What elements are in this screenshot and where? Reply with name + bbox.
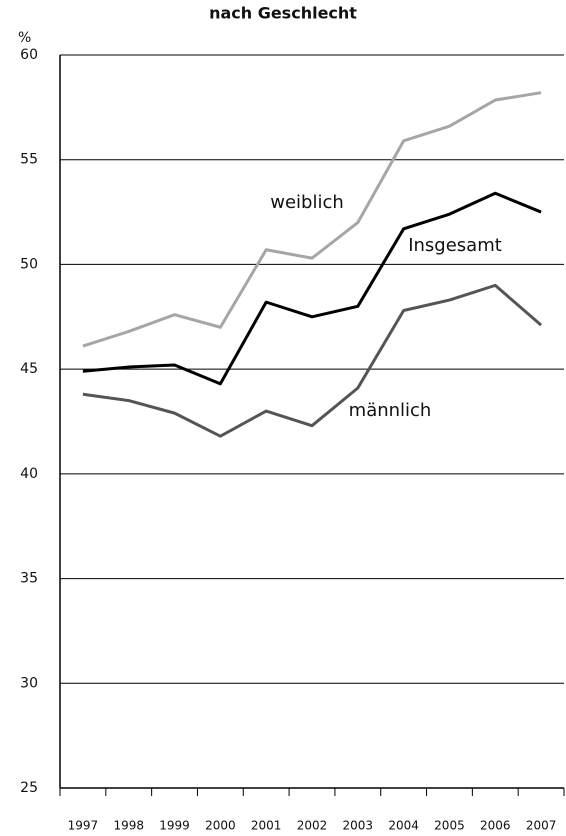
series-line bbox=[82, 191, 542, 386]
x-tick-label: 1997 bbox=[68, 819, 99, 833]
series-line bbox=[82, 283, 543, 438]
x-tick-label: 2006 bbox=[480, 819, 511, 833]
series-label: Insgesamt bbox=[408, 235, 502, 256]
y-tick-label: 50 bbox=[20, 256, 38, 272]
chart-title: nach Geschlecht bbox=[209, 4, 357, 23]
x-tick-label: 1999 bbox=[159, 819, 190, 833]
y-tick-label: 35 bbox=[20, 571, 38, 587]
x-tick-label: 2005 bbox=[434, 819, 465, 833]
x-tick-label: 2003 bbox=[343, 819, 374, 833]
y-tick-label: 45 bbox=[20, 361, 38, 377]
y-tick-label: 55 bbox=[20, 152, 38, 168]
x-tick-label: 2007 bbox=[526, 819, 557, 833]
y-tick-label: 25 bbox=[20, 780, 38, 796]
y-tick-label: 60 bbox=[20, 47, 38, 63]
series-label: weiblich bbox=[270, 192, 344, 213]
y-tick-label: 30 bbox=[20, 675, 38, 691]
x-tick-label: 2001 bbox=[251, 819, 282, 833]
x-tick-label: 1998 bbox=[113, 819, 144, 833]
y-axis-label: % bbox=[18, 30, 31, 46]
series-label: männlich bbox=[349, 400, 432, 421]
x-tick-label: 2000 bbox=[205, 819, 236, 833]
y-tick-label: 40 bbox=[20, 466, 38, 482]
series-line bbox=[82, 91, 542, 348]
x-tick-label: 2004 bbox=[388, 819, 419, 833]
x-tick-label: 2002 bbox=[297, 819, 328, 833]
